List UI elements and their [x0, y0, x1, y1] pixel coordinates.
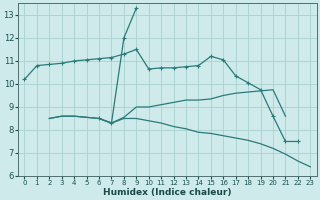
X-axis label: Humidex (Indice chaleur): Humidex (Indice chaleur)	[103, 188, 232, 197]
